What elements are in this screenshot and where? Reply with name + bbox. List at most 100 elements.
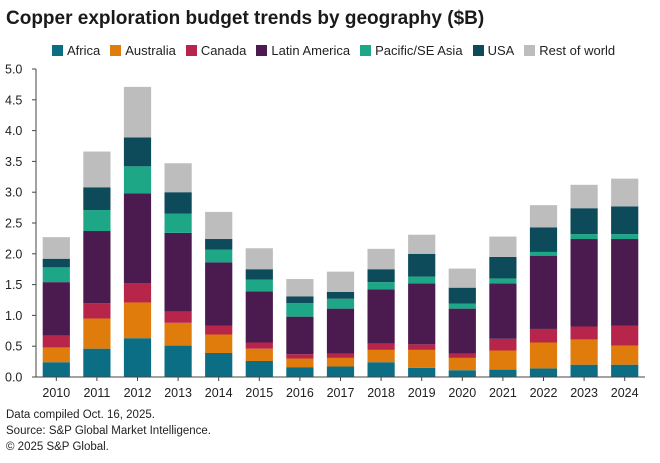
bar-segment-latin-america-2016 <box>286 316 314 355</box>
bar-segment-australia-2024 <box>611 345 639 365</box>
bar-segment-pacific-se-asia-2015 <box>245 279 273 292</box>
bar-segment-canada-2015 <box>245 342 273 349</box>
bar-segment-latin-america-2018 <box>367 289 395 344</box>
x-tick-label-2013: 2013 <box>164 386 192 400</box>
bar-segment-africa-2015 <box>245 360 273 377</box>
bar-segment-australia-2019 <box>408 349 436 368</box>
x-tick-label-2020: 2020 <box>448 386 476 400</box>
legend-item-africa: Africa <box>52 43 100 58</box>
x-tick-label-2014: 2014 <box>205 386 233 400</box>
bar-segment-rest-of-world-2011 <box>83 151 111 188</box>
x-tick-label-2011: 2011 <box>83 386 110 400</box>
bar-segment-canada-2018 <box>367 343 395 350</box>
bar-segment-latin-america-2022 <box>529 255 558 329</box>
x-tick-label-2016: 2016 <box>286 386 314 400</box>
bar-segment-canada-2023 <box>570 326 598 340</box>
bar-segment-pacific-se-asia-2016 <box>286 303 314 317</box>
bar-segment-pacific-se-asia-2021 <box>489 278 517 284</box>
legend-item-canada: Canada <box>185 42 247 58</box>
bar-segment-pacific-se-asia-2014 <box>205 249 233 263</box>
bar-segment-canada-2020 <box>448 353 476 358</box>
legend-swatch-africa <box>52 44 63 56</box>
bar-segment-australia-2020 <box>448 357 476 371</box>
bar-segment-australia-2017 <box>326 357 355 367</box>
y-tick-label: 2.5 <box>5 217 22 231</box>
bar-segment-usa-2023 <box>570 208 598 235</box>
bar-segment-rest-of-world-2019 <box>408 234 436 254</box>
bar-segment-usa-2013 <box>164 192 192 214</box>
bar-segment-australia-2022 <box>529 342 558 369</box>
bar-segment-africa-2013 <box>164 345 192 377</box>
legend-label-canada: Canada <box>200 42 247 58</box>
bar-segment-pacific-se-asia-2019 <box>408 276 436 284</box>
bar-segment-latin-america-2024 <box>611 239 639 326</box>
bar-segment-rest-of-world-2017 <box>326 271 355 292</box>
bar-segment-rest-of-world-2024 <box>611 178 639 207</box>
bar-segment-usa-2010 <box>42 258 70 268</box>
legend-swatch-usa <box>472 44 484 56</box>
y-tick-label: 5.0 <box>5 63 22 77</box>
legend-label-pacific-se-asia: Pacific/SE Asia <box>375 42 463 58</box>
bar-segment-usa-2017 <box>326 291 355 299</box>
bar-segment-canada-2012 <box>123 283 152 303</box>
y-tick-label: 4.5 <box>5 93 22 107</box>
legend-item-australia: Australia <box>110 43 176 58</box>
bar-segment-latin-america-2011 <box>83 231 111 304</box>
y-tick-label: 1.0 <box>5 309 22 323</box>
bar-segment-latin-america-2015 <box>245 291 273 343</box>
bar-segment-canada-2022 <box>529 328 558 343</box>
legend-label-latin-america: Latin America <box>271 42 351 58</box>
bar-segment-latin-america-2010 <box>42 282 70 336</box>
bar-segment-australia-2015 <box>245 348 273 361</box>
legend-label-australia: Australia <box>125 42 176 58</box>
bar-segment-africa-2021 <box>489 369 517 377</box>
x-tick-label-2018: 2018 <box>367 386 395 400</box>
chart-legend: Africa Australia Canada Latin America Pacifi… <box>52 42 625 58</box>
footnotes: Data compiled Oct. 16, 2025. Source: S&P… <box>6 407 211 455</box>
footnote-source: Source: S&P Global Market Intelligence. <box>6 425 211 437</box>
bar-segment-africa-2011 <box>83 348 111 377</box>
bar-segment-australia-2014 <box>205 334 233 353</box>
bar-segment-rest-of-world-2020 <box>448 268 476 288</box>
bar-segment-latin-america-2023 <box>570 239 598 327</box>
bar-segment-canada-2010 <box>42 335 70 348</box>
bar-segment-usa-2024 <box>611 206 639 235</box>
legend-item-latin-america: Latin America <box>256 43 350 58</box>
bar-segment-africa-2022 <box>529 368 558 377</box>
bar-segment-usa-2021 <box>489 256 517 279</box>
bar-segment-australia-2013 <box>164 322 192 346</box>
legend-item-rest-of-world: Rest of world <box>524 43 615 58</box>
y-tick-label: 0.0 <box>5 371 22 385</box>
y-tick-label: 3.5 <box>5 155 22 169</box>
legend-label-usa: USA <box>487 42 515 58</box>
bar-segment-latin-america-2019 <box>408 283 436 345</box>
legend-swatch-rest-of-world <box>524 44 536 56</box>
bar-segment-canada-2014 <box>205 325 233 335</box>
bar-segment-pacific-se-asia-2013 <box>164 213 192 233</box>
bar-segment-usa-2014 <box>205 239 233 250</box>
bar-segment-latin-america-2014 <box>205 262 233 326</box>
bar-segment-rest-of-world-2013 <box>164 163 192 193</box>
bar-segment-latin-america-2012 <box>123 193 152 284</box>
bar-segment-pacific-se-asia-2012 <box>123 166 152 194</box>
y-tick-label: 0.5 <box>5 340 22 354</box>
bar-segment-usa-2019 <box>408 253 436 277</box>
bar-segment-canada-2024 <box>611 325 639 346</box>
bar-segment-pacific-se-asia-2011 <box>83 210 111 232</box>
bar-segment-canada-2021 <box>489 338 517 351</box>
bar-segment-pacific-se-asia-2018 <box>367 282 395 290</box>
x-tick-label-2023: 2023 <box>570 386 598 400</box>
x-tick-label-2019: 2019 <box>408 386 436 400</box>
footnote-copyright: © 2025 S&P Global. <box>6 441 109 453</box>
y-tick-label: 1.5 <box>5 278 22 292</box>
bar-segment-usa-2018 <box>367 269 395 283</box>
bar-segment-latin-america-2021 <box>489 283 517 339</box>
x-tick-label-2024: 2024 <box>611 386 639 400</box>
bar-segment-usa-2020 <box>448 287 476 304</box>
bar-segment-africa-2014 <box>205 352 233 377</box>
bar-segment-pacific-se-asia-2023 <box>570 234 598 240</box>
bar-segment-rest-of-world-2014 <box>205 211 233 240</box>
legend-label-rest-of-world: Rest of world <box>539 42 616 58</box>
bar-segment-australia-2010 <box>42 347 70 363</box>
